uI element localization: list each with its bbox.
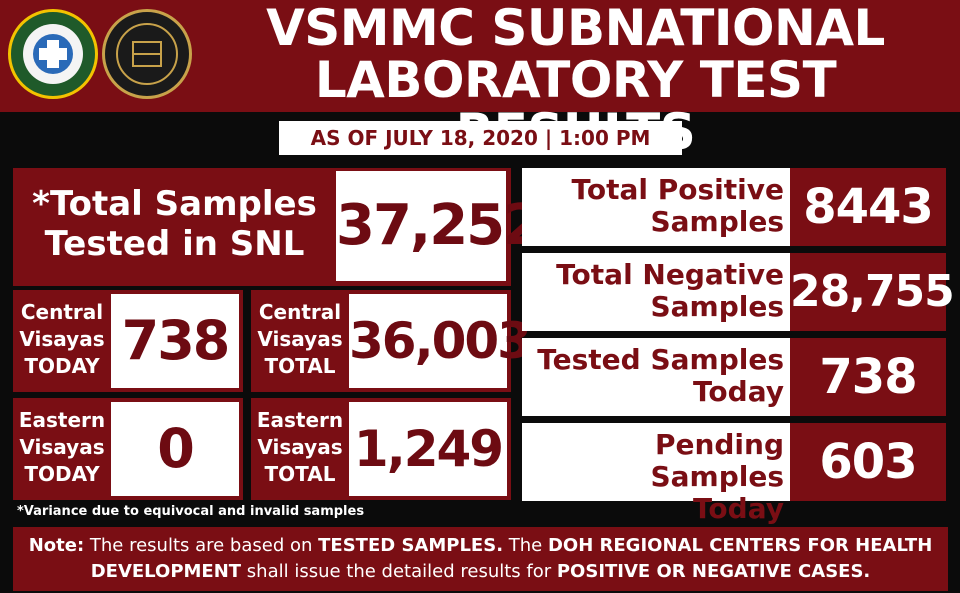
note-bold-cases: POSITIVE OR NEGATIVE CASES. [556,561,871,582]
total-negative-label: Total Negative Samples [522,253,790,331]
cv-today-value: 738 [111,294,239,388]
pending-today-label: Pending Samples Today [522,423,790,525]
tested-today-value: 738 [819,349,917,405]
cv-total-card: Central Visayas TOTAL 36,003 [251,290,532,392]
note-bold-doh: DOH REGIONAL CENTERS FOR HEALTH [547,535,933,556]
total-positive-value: 8443 [803,179,934,235]
note-text-2: The [503,535,548,556]
as-of-date: AS OF JULY 18, 2020 | 1:00 PM [279,121,682,155]
title-line-1: VSMMC SUBNATIONAL [266,0,885,57]
ev-today-value: 0 [111,402,239,496]
note-text-1: The results are based on [84,535,319,556]
variance-footnote: *Variance due to equivocal and invalid s… [17,504,365,519]
cv-today-card: Central Visayas TODAY 738 [13,290,243,392]
note-text-3: shall issue the detailed results for [241,561,557,582]
ev-total-card: Eastern Visayas TOTAL 1,249 [251,398,511,500]
note-bold-development: DEVELOPMENT [90,561,242,582]
note-label: Note: [28,535,85,556]
cv-today-label: Central Visayas TODAY [19,300,105,378]
ev-total-label: Eastern Visayas TOTAL [256,408,344,486]
tested-today-label: Tested Samples Today [522,338,790,416]
pending-today-value: 603 [819,434,917,490]
cv-total-value: 36,003 [349,294,532,388]
tested-today-card: Tested Samples Today 738 [522,338,946,416]
total-positive-label: Total Positive Samples [522,168,790,246]
cv-total-label: Central Visayas TOTAL [257,300,343,378]
total-negative-value: 28,755 [790,266,955,317]
note-banner: Note: The results are based on TESTED SA… [13,527,948,591]
total-samples-value: 37,252 [336,171,542,281]
total-negative-card: Total Negative Samples 28,755 [522,253,955,331]
vsmmc-seal-logo [102,9,192,99]
ev-today-card: Eastern Visayas TODAY 0 [13,398,243,500]
ev-total-value: 1,249 [349,402,507,496]
total-label-line-2: Tested in SNL [44,224,305,264]
total-label-line-1: *Total Samples [32,184,317,224]
ev-today-label: Eastern Visayas TODAY [18,408,106,486]
total-positive-card: Total Positive Samples 8443 [522,168,946,246]
doh-seal-logo [8,9,98,99]
pending-today-card: Pending Samples Today 603 [522,423,946,525]
total-samples-label: *Total Samples Tested in SNL [13,168,336,286]
note-bold-tested: TESTED SAMPLES. [318,535,504,556]
